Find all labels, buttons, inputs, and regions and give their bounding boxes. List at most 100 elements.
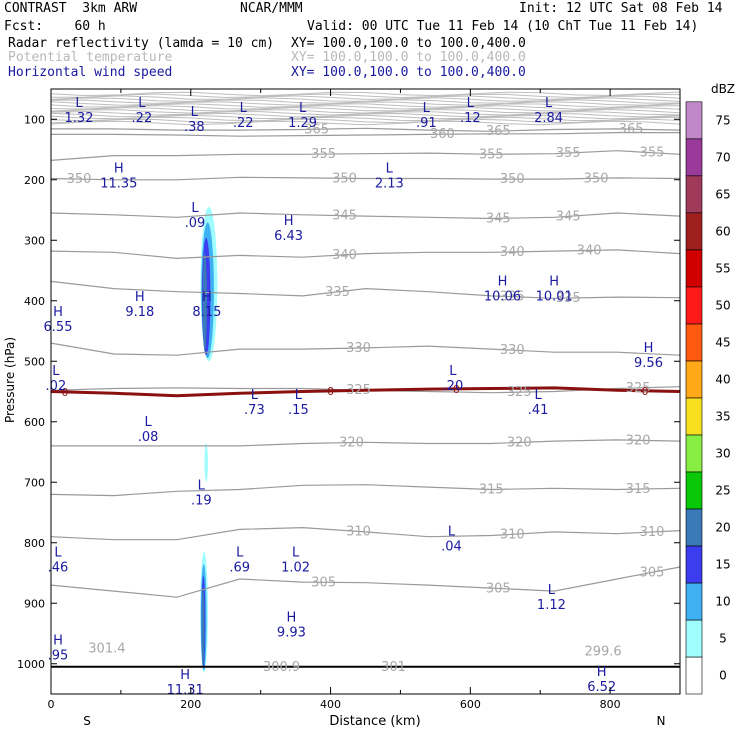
wind-extremum-value: .12 — [460, 111, 481, 126]
freezing-level-label: 0 — [642, 385, 649, 398]
colorbar-swatch-35 — [685, 397, 703, 436]
wind-extremum-low: L — [299, 101, 307, 116]
theta-contour-315 — [51, 484, 680, 497]
y-tick-label: 800 — [24, 537, 45, 550]
wind-extremum-value: 1.29 — [288, 116, 317, 131]
x-tick-label: 800 — [600, 698, 621, 711]
wind-extremum-low: L — [423, 101, 431, 116]
colorbar-level-label: 75 — [715, 113, 730, 127]
field-wind-name: Horizontal wind speed — [8, 65, 173, 80]
init-time: Init: 12 UTC Sat 08 Feb 14 — [519, 1, 723, 16]
theta-label-310: 310 — [346, 524, 371, 539]
wind-extremum-value: 2.84 — [534, 111, 563, 126]
theta-label-345: 345 — [556, 209, 581, 224]
x-end-label-north: N — [657, 714, 666, 728]
wind-extremum-value: 8.15 — [192, 305, 221, 320]
field-wind-xy: XY= 100.0,100.0 to 100.0,400.0 — [291, 65, 526, 80]
wind-extremum-low: L — [191, 201, 199, 216]
wind-extremum-low: L — [54, 546, 62, 561]
theta-contour-340 — [51, 249, 680, 260]
theta-label-325: 325 — [346, 383, 371, 398]
theta-label-365: 365 — [304, 122, 329, 137]
wind-extremum-high: H — [644, 341, 654, 356]
wind-extremum-value: 6.55 — [44, 320, 73, 335]
theta-contour-310 — [51, 526, 680, 541]
theta-contour-330 — [51, 342, 680, 356]
surface-theta-label: 299.6 — [584, 645, 621, 660]
y-tick-label: 1000 — [17, 658, 45, 671]
wind-extremum-low: L — [240, 101, 248, 116]
wind-extremum-low: L — [292, 546, 300, 561]
wind-extremum-value: 11.31 — [167, 683, 204, 698]
surface-theta-label: 301 — [381, 660, 406, 675]
y-tick-label: 200 — [24, 174, 45, 187]
theta-label-305: 305 — [640, 565, 665, 580]
wind-extremum-value: .22 — [233, 116, 254, 131]
colorbar-level-label: 50 — [715, 298, 730, 312]
colorbar-unit: dBZ — [711, 82, 735, 96]
freezing-level-label: 0 — [327, 385, 334, 398]
field-theta-xy: XY= 100.0,100.0 to 100.0,400.0 — [291, 50, 526, 65]
x-tick-label: 600 — [460, 698, 481, 711]
wind-extremum-low: L — [236, 546, 244, 561]
wind-extremum-low: L — [386, 162, 394, 177]
theta-contour-320 — [51, 439, 680, 447]
plot-frame — [50, 88, 681, 695]
model-name: CONTRAST 3km ARW — [4, 1, 138, 16]
wind-extremum-high: H — [53, 305, 63, 320]
wind-extremum-high: H — [135, 290, 145, 305]
wind-extremum-value: 9.18 — [125, 305, 154, 320]
wind-extremum-high: H — [202, 290, 212, 305]
reflectivity-cell-20dbz — [201, 588, 205, 666]
colorbar-swatch-20 — [685, 508, 703, 547]
theta-label-365: 365 — [486, 124, 511, 139]
theta-label-355: 355 — [556, 146, 581, 161]
theta-label-360: 360 — [430, 127, 455, 142]
theta-label-310: 310 — [640, 525, 665, 540]
wind-extremum-value: 10.01 — [536, 290, 573, 305]
wind-extremum-value: 6.43 — [274, 229, 303, 244]
colorbar-level-label: 40 — [715, 372, 730, 386]
theta-contour-360 — [51, 132, 680, 137]
colorbar-swatch-10 — [685, 582, 703, 621]
wind-extremum-low: L — [467, 96, 475, 111]
colorbar-swatch-0 — [685, 656, 703, 695]
wind-extremum-high: H — [180, 668, 190, 683]
field-theta-name: Potential temperature — [8, 50, 173, 65]
wind-extremum-value: .95 — [48, 648, 69, 663]
theta-label-320: 320 — [626, 433, 651, 448]
theta-label-350: 350 — [332, 171, 357, 186]
wind-extremum-value: .19 — [191, 494, 212, 509]
wind-extremum-value: .20 — [443, 379, 464, 394]
wind-extremum-value: .22 — [132, 111, 153, 126]
theta-label-330: 330 — [346, 341, 371, 356]
colorbar-level-label: 0 — [719, 669, 727, 683]
theta-label-335: 335 — [500, 290, 525, 305]
wind-extremum-low: L — [251, 388, 259, 403]
wind-extremum-high: H — [498, 275, 508, 290]
wind-extremum-value: 9.56 — [634, 356, 663, 371]
wind-extremum-low: L — [545, 96, 553, 111]
wind-extremum-high: H — [597, 665, 607, 680]
wind-extremum-high: H — [284, 214, 294, 229]
wind-extremum-value: 2.13 — [375, 177, 404, 192]
wind-extremum-low: L — [75, 96, 83, 111]
colorbar-level-label: 70 — [715, 150, 730, 164]
wind-extremum-low: L — [198, 479, 206, 494]
theta-label-330: 330 — [500, 343, 525, 358]
wind-extremum-low: L — [191, 105, 199, 120]
wind-extremum-low: L — [138, 96, 146, 111]
theta-label-345: 345 — [486, 211, 511, 226]
wind-extremum-value: .15 — [288, 403, 309, 418]
y-tick-label: 300 — [24, 234, 45, 247]
theta-label-340: 340 — [500, 245, 525, 260]
stratosphere-theta-line — [51, 105, 680, 110]
theta-label-325: 325 — [507, 385, 532, 400]
x-axis-label: Distance (km) — [329, 714, 420, 729]
theta-label-355: 355 — [479, 147, 504, 162]
colorbar-level-label: 45 — [715, 335, 730, 349]
theta-label-335: 335 — [325, 285, 350, 300]
theta-contour-335 — [51, 280, 680, 299]
stratosphere-theta-line — [51, 114, 680, 120]
